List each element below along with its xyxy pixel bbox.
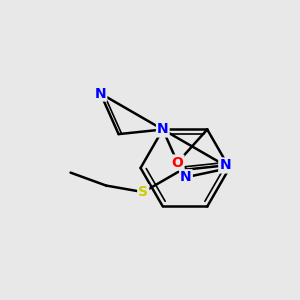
Text: N: N bbox=[180, 170, 192, 184]
Text: S: S bbox=[138, 185, 148, 199]
Text: N: N bbox=[219, 158, 231, 172]
Text: O: O bbox=[172, 155, 183, 170]
Text: N: N bbox=[95, 86, 106, 100]
Text: N: N bbox=[157, 122, 169, 136]
